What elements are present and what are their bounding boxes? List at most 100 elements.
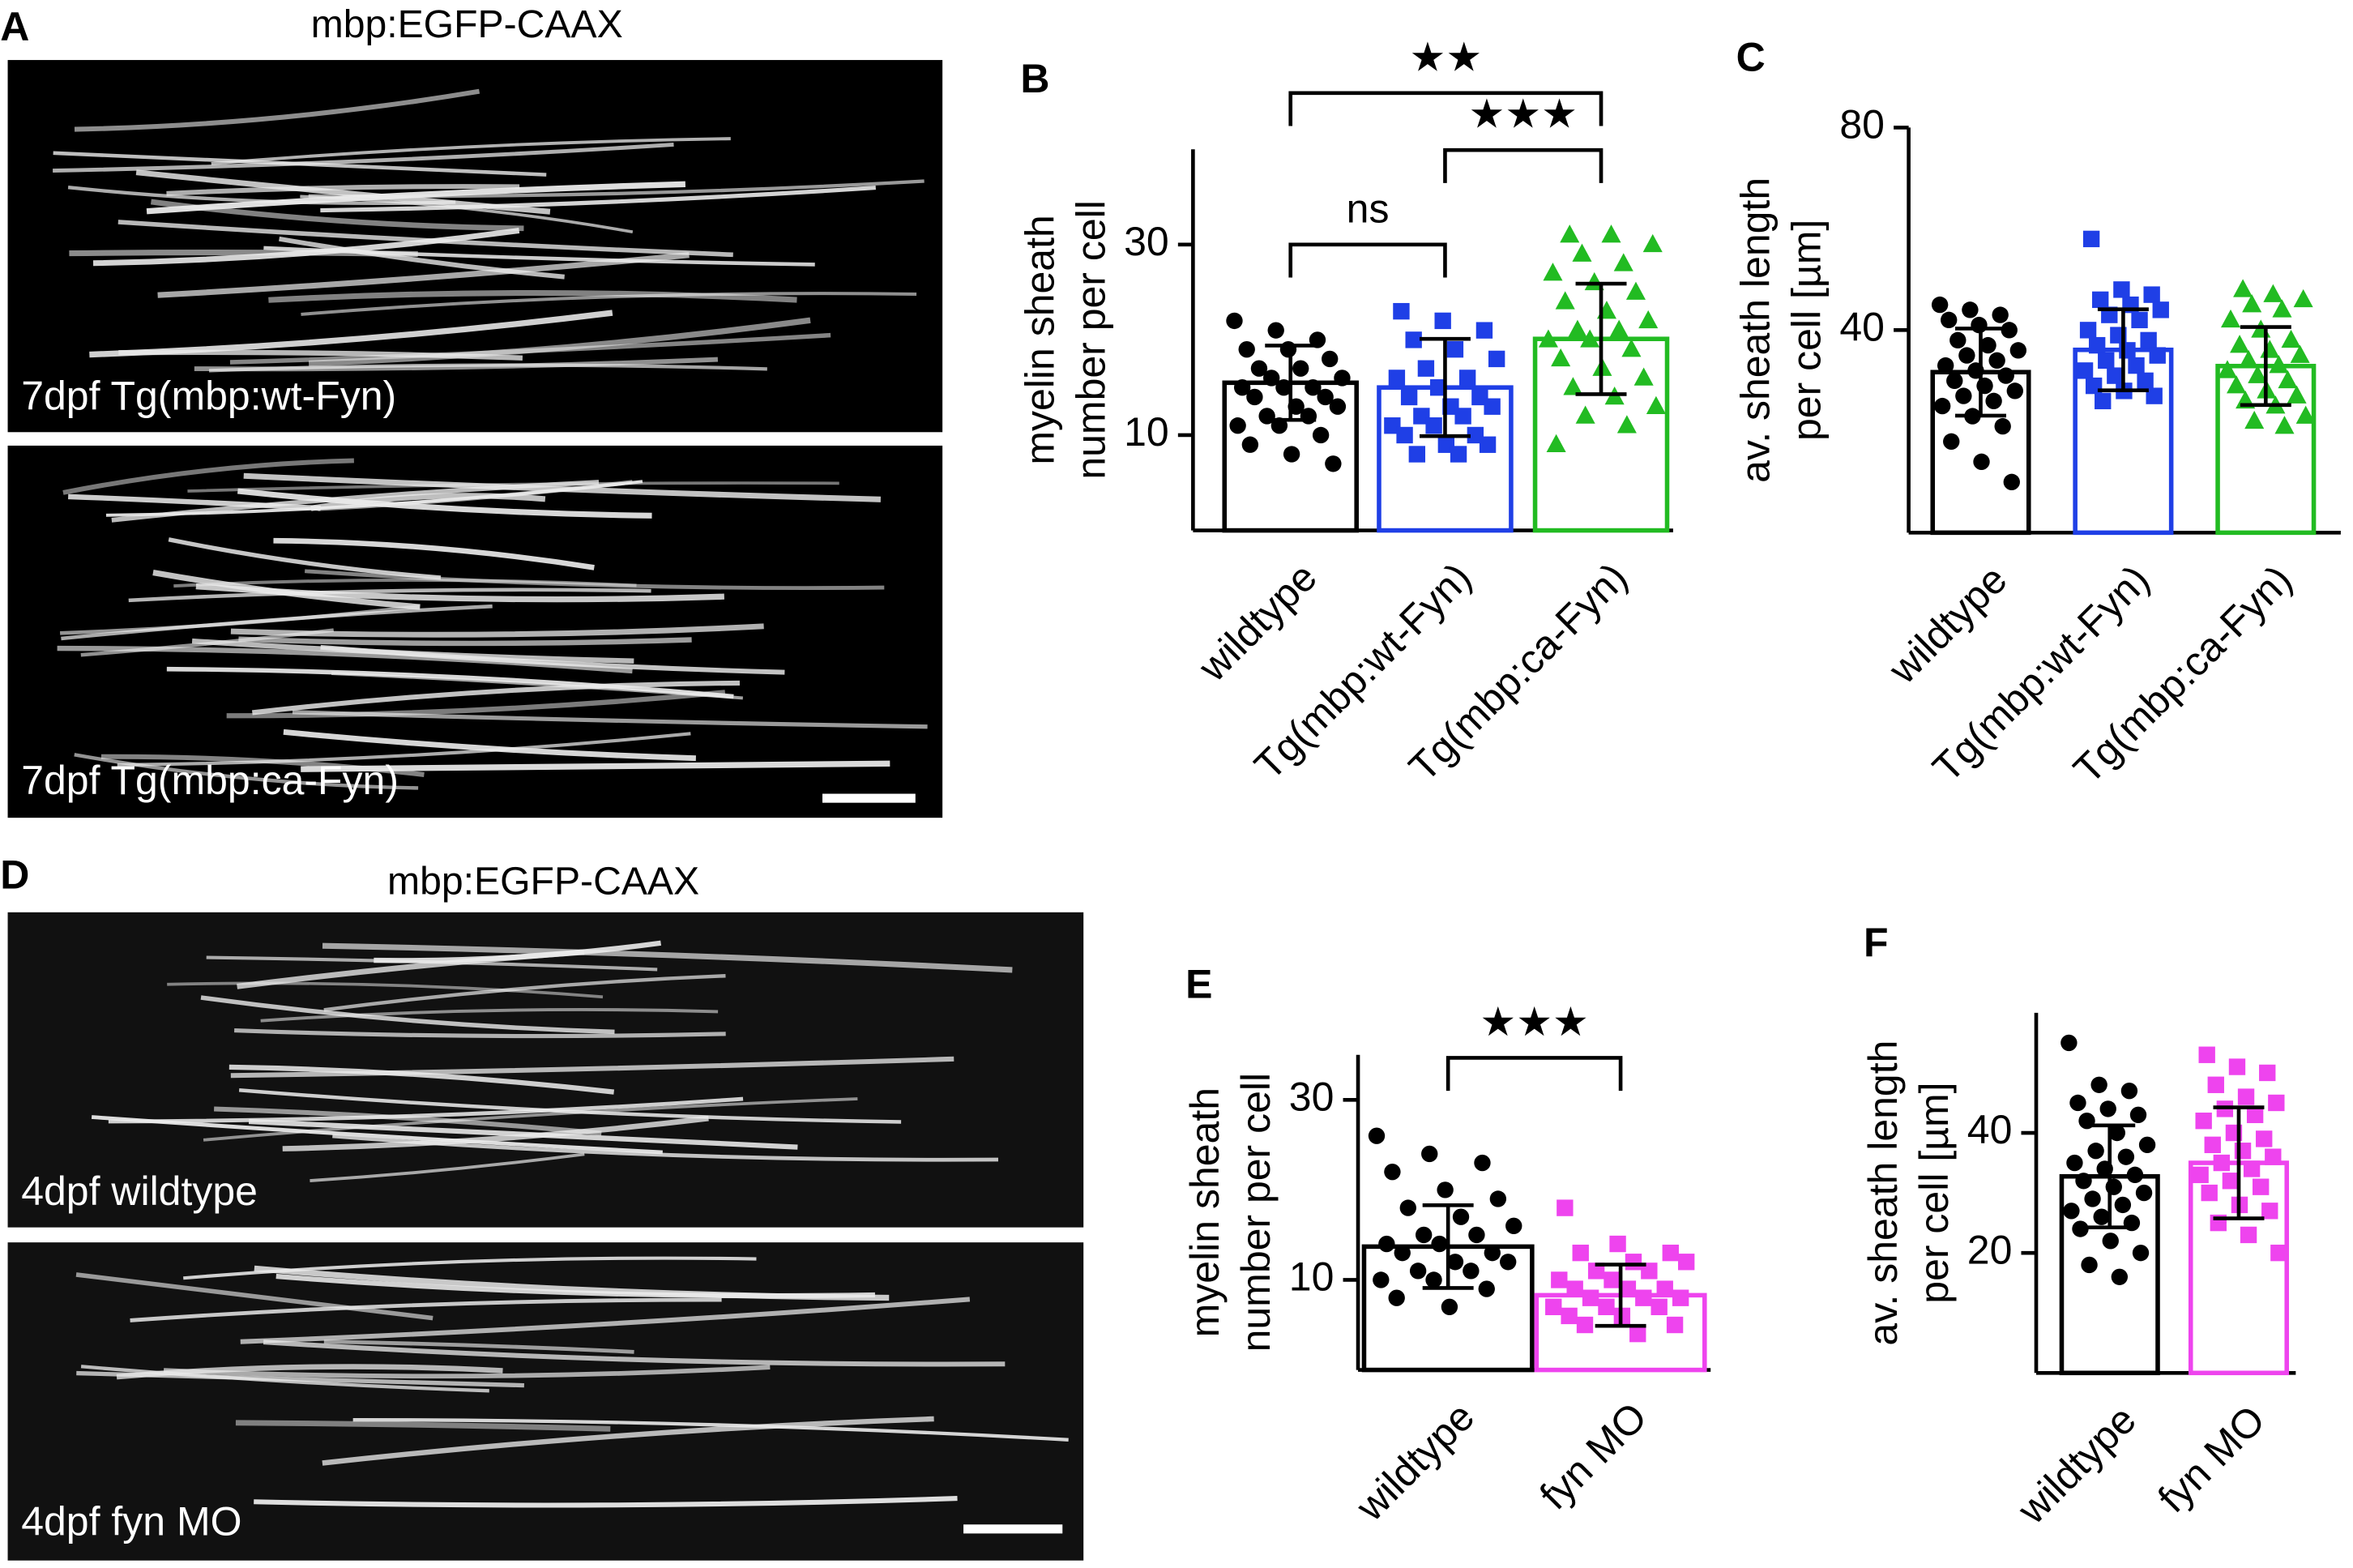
fiber xyxy=(80,1365,489,1393)
point xyxy=(1368,1127,1386,1144)
fiber xyxy=(67,493,321,511)
point xyxy=(2131,311,2148,329)
point xyxy=(2079,322,2097,339)
point xyxy=(1619,1280,1637,1297)
point xyxy=(2287,385,2307,404)
point xyxy=(2290,344,2310,363)
point xyxy=(1429,379,1447,396)
error-bar xyxy=(1422,1203,1474,1290)
point xyxy=(2227,375,2247,394)
panel-label: D xyxy=(0,852,29,897)
point xyxy=(1672,1289,1689,1306)
point xyxy=(1283,446,1300,463)
y-tick-label: 80 xyxy=(1839,102,1885,147)
point xyxy=(1604,1271,1621,1288)
point xyxy=(2138,1136,2156,1154)
point xyxy=(2146,387,2163,404)
point xyxy=(1973,453,1990,471)
y-axis-label: per cell [µm] xyxy=(1784,220,1830,441)
fiber xyxy=(263,1339,1006,1367)
point xyxy=(1546,434,1566,453)
point xyxy=(1450,446,1467,463)
fiber xyxy=(69,250,418,258)
fiber xyxy=(374,940,662,963)
image-title: mbp:EGFP-CAAX xyxy=(311,2,623,46)
error-bar xyxy=(2213,1105,2265,1220)
point xyxy=(2272,299,2292,318)
point xyxy=(1484,398,1501,415)
micrograph xyxy=(7,60,943,433)
fiber xyxy=(273,537,595,570)
point xyxy=(1662,1244,1679,1262)
point xyxy=(2072,1220,2089,1237)
point xyxy=(2001,322,2018,339)
fiber xyxy=(187,481,839,493)
fiber xyxy=(283,728,696,762)
image-label: 4dpf wildtype xyxy=(21,1169,258,1214)
point xyxy=(1625,1254,1642,1271)
y-axis-label: per cell [µm] xyxy=(1911,1082,1957,1303)
point xyxy=(1388,1289,1405,1306)
point xyxy=(1678,1254,1695,1271)
fiber xyxy=(282,1115,709,1151)
panel-label: B xyxy=(1020,56,1049,101)
significance-bracket xyxy=(1443,147,1604,183)
point xyxy=(2263,284,2283,302)
point xyxy=(1572,1244,1589,1262)
point xyxy=(2270,1244,2287,1262)
point xyxy=(1933,397,1951,415)
point xyxy=(1454,408,1471,425)
point xyxy=(1275,379,1292,396)
point xyxy=(2228,1058,2246,1075)
fiber xyxy=(320,186,876,213)
point xyxy=(1421,1145,1438,1163)
point xyxy=(2063,1203,2080,1220)
error-bar xyxy=(2240,325,2291,408)
point xyxy=(1994,417,2011,435)
error-bar xyxy=(2097,307,2149,393)
fiber xyxy=(310,1152,585,1182)
x-tick-label: wildtype xyxy=(1880,557,2016,693)
point xyxy=(2192,1166,2209,1184)
point xyxy=(1238,340,1255,358)
point xyxy=(1551,1271,1568,1288)
point xyxy=(2084,1190,2101,1207)
point xyxy=(1985,392,2002,410)
point xyxy=(2152,301,2169,318)
point xyxy=(1566,1280,1583,1297)
image-label: 7dpf Tg(mbp:wt-Fyn) xyxy=(21,374,396,419)
point xyxy=(1646,395,1666,414)
x-tick-label: fyn MO xyxy=(2150,1397,2274,1522)
point xyxy=(2117,1148,2135,1165)
point xyxy=(1656,1280,1673,1297)
point xyxy=(2256,1130,2273,1147)
y-axis-label: number per cell xyxy=(1233,1073,1279,1352)
point xyxy=(1557,1199,1574,1216)
error-bar xyxy=(2084,1123,2136,1229)
fiber xyxy=(80,628,335,657)
panel-label: C xyxy=(1736,34,1766,79)
point xyxy=(2261,1203,2278,1220)
point xyxy=(1979,336,1996,354)
fiber xyxy=(279,236,565,280)
point xyxy=(1233,379,1251,396)
point xyxy=(1388,370,1406,387)
point xyxy=(2102,1233,2119,1250)
scale-bar xyxy=(822,793,916,803)
significance-bracket xyxy=(1288,91,1604,126)
point xyxy=(1241,436,1259,453)
point xyxy=(1396,426,1413,444)
point xyxy=(2128,357,2145,374)
point xyxy=(2092,291,2109,309)
fiber xyxy=(118,349,523,361)
point xyxy=(1434,312,1451,330)
point xyxy=(1575,405,1595,424)
fiber xyxy=(74,753,419,790)
fiber xyxy=(238,636,692,647)
image-title: mbp:EGFP-CAAX xyxy=(387,859,699,903)
point xyxy=(1478,1280,1495,1297)
point xyxy=(1962,301,1979,318)
point xyxy=(1373,1271,1390,1288)
point xyxy=(1279,340,1297,358)
point xyxy=(1250,360,1268,377)
